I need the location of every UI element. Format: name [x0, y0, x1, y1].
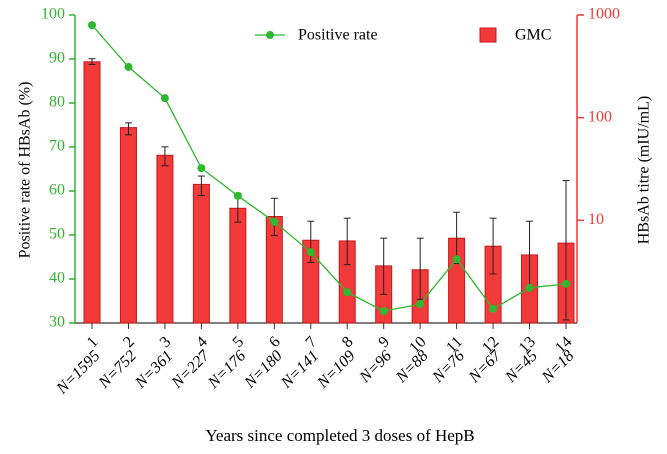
y-tick-label: 60 [49, 182, 65, 199]
line-point [124, 62, 133, 71]
n-label: N=45 [502, 347, 541, 386]
y2-tick-label: 1000 [588, 6, 620, 23]
y-tick-label: 90 [49, 50, 65, 67]
y-tick-label: 100 [41, 6, 65, 23]
x-tick-label: 2 [120, 333, 138, 351]
y2-axis-label: HBsAb titre (mIU/mL) [636, 96, 653, 244]
line-point [160, 94, 169, 103]
n-label: N=227 [168, 347, 214, 393]
bar [83, 61, 101, 324]
x-tick-label: 1 [84, 333, 102, 351]
n-label: N=67 [465, 347, 505, 387]
n-label: N=18 [538, 347, 577, 386]
n-label: N=109 [314, 347, 359, 392]
n-label: N=88 [392, 347, 431, 386]
line-point [306, 248, 315, 257]
y2-tick-label: 100 [588, 108, 612, 125]
y-tick-label: 30 [49, 314, 65, 331]
x-tick-label: 4 [193, 333, 211, 351]
line-point [452, 255, 461, 264]
bar [229, 207, 247, 324]
n-label: N=180 [241, 347, 286, 392]
n-label: N=176 [204, 347, 249, 392]
x-axis-label: Years since completed 3 doses of HepB [205, 426, 474, 445]
y-tick-label: 40 [49, 270, 65, 287]
y-tick-label: 80 [49, 94, 65, 111]
line-point [379, 307, 388, 316]
n-label: N=361 [131, 347, 176, 392]
line-point [562, 279, 570, 288]
bar [192, 183, 210, 324]
y-tick-label: 70 [49, 138, 65, 155]
line-point [88, 21, 96, 30]
n-label: N=752 [95, 347, 140, 392]
bar [119, 127, 137, 324]
line [91, 24, 567, 312]
y-tick-label: 50 [49, 226, 65, 243]
x-tick-label: 7 [303, 333, 321, 351]
x-tick-label: 5 [230, 333, 248, 351]
line-point [489, 304, 498, 313]
y2-tick-label: 10 [588, 211, 604, 228]
legend-marker [266, 31, 274, 39]
x-tick-label: 8 [339, 333, 357, 351]
line-point [343, 288, 352, 297]
x-tick-label: 9 [375, 333, 393, 351]
n-label: N=141 [277, 347, 322, 392]
n-label: N=96 [356, 347, 395, 386]
line-point [416, 300, 425, 309]
n-label: N=76 [429, 347, 468, 386]
y-axis-label: Positive rate of HBsAb (%) [17, 82, 34, 259]
line-point [197, 164, 206, 173]
line-point [525, 283, 534, 292]
legend-label: GMC [515, 27, 551, 44]
line-point [270, 217, 279, 226]
x-tick-label: 3 [157, 333, 175, 351]
legend-label: Positive rate [298, 27, 378, 44]
legend-swatch [479, 27, 497, 43]
x-tick-label: 6 [266, 333, 284, 351]
n-label: N=1595 [53, 347, 104, 398]
line-point [233, 191, 242, 200]
bar [156, 154, 174, 324]
